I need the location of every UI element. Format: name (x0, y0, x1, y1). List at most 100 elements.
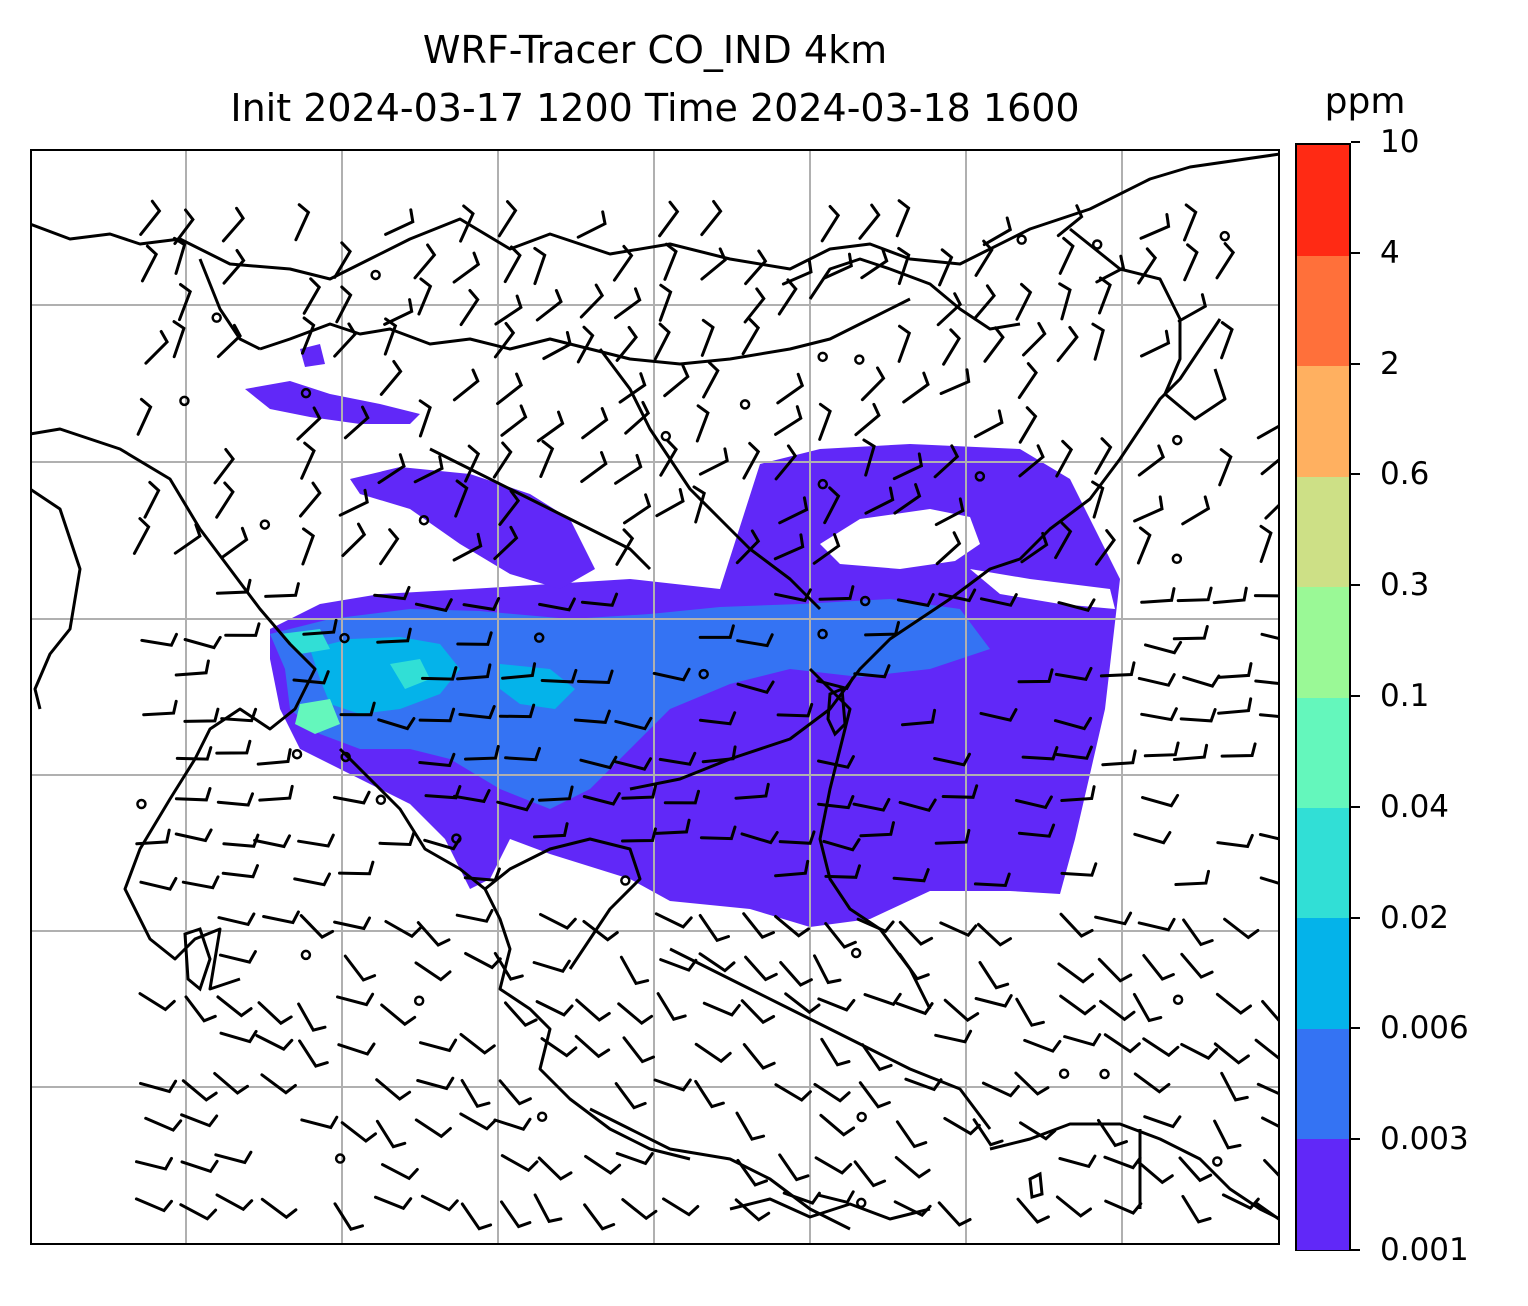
wind-barb (1215, 992, 1252, 1015)
wind-barb (501, 662, 537, 680)
calm-wind-marker (340, 751, 351, 763)
wind-barb (143, 480, 161, 519)
wind-barb (937, 1201, 972, 1227)
wind-barb (1263, 1159, 1280, 1179)
wind-barb (1136, 526, 1152, 565)
coastline (808, 257, 1021, 331)
wind-barb (1183, 203, 1198, 242)
wind-barb (816, 676, 855, 691)
wind-barb (454, 479, 469, 518)
island-outline (1028, 1171, 1044, 1199)
wind-barb (294, 203, 311, 242)
wind-barb (894, 1156, 931, 1179)
wind-barb (773, 533, 805, 561)
wind-barb (384, 920, 422, 939)
wind-barb (222, 833, 260, 848)
wind-barb (378, 831, 416, 847)
wind-barb (621, 1198, 658, 1221)
wind-barb (175, 746, 213, 761)
wind-barb (1016, 1197, 1050, 1224)
wind-barb (943, 1116, 981, 1136)
co-tracer-plume (245, 344, 1120, 927)
wind-barb (1020, 531, 1049, 564)
coastline (30, 152, 1280, 281)
wind-barb (701, 745, 737, 764)
calm-wind-marker (817, 351, 828, 363)
wind-barb (1091, 322, 1105, 361)
wind-barb (623, 493, 652, 525)
calm-wind-marker (300, 387, 312, 399)
wind-barb (741, 317, 761, 356)
calm-wind-marker (370, 269, 381, 281)
wind-barb (1213, 1042, 1250, 1065)
coastline (198, 258, 261, 351)
colorbar-tick-label: 4 (1380, 234, 1400, 271)
wind-barb (421, 666, 458, 681)
wind-barb (302, 277, 322, 315)
plume-gap (970, 569, 1115, 609)
wind-barb (460, 1202, 493, 1231)
map-panel (30, 149, 1280, 1245)
wind-barb (1221, 1193, 1260, 1210)
wind-barb (179, 1203, 218, 1221)
wind-barb (861, 1043, 893, 1072)
wind-barb (973, 872, 1011, 888)
wind-barb (464, 444, 481, 483)
wind-barb (1014, 795, 1053, 810)
wind-barb (818, 585, 855, 601)
coastline (729, 1197, 931, 1221)
wind-barb (1142, 1037, 1180, 1058)
wind-barb (181, 875, 220, 890)
wind-barb (456, 631, 493, 646)
wind-barb (213, 448, 235, 485)
wind-barb (973, 284, 996, 321)
wind-barb (862, 438, 876, 477)
colorbar-tick (1351, 473, 1360, 476)
wind-barb (863, 992, 902, 1007)
wind-barb (781, 258, 813, 286)
wind-barb (256, 748, 292, 766)
wind-barb (1017, 668, 1054, 684)
colorbar-tick (1351, 916, 1360, 919)
wind-barb (583, 1203, 616, 1231)
wind-barb (493, 321, 516, 359)
wind-barb (817, 795, 855, 810)
wind-barb (1015, 282, 1033, 321)
wind-barb (934, 828, 971, 845)
plume-region (245, 381, 420, 424)
wind-barb (1057, 962, 1094, 984)
wind-barb (418, 752, 456, 768)
calm-wind-marker (620, 875, 631, 886)
colorbar-tick-label: 0.3 (1380, 567, 1430, 604)
wind-barb (301, 527, 315, 566)
wind-barb (144, 1116, 183, 1132)
wind-barb (1217, 662, 1253, 679)
calm-wind-marker (859, 595, 871, 607)
calm-wind-marker (1016, 234, 1027, 245)
calm-wind-marker (1099, 1068, 1110, 1080)
wind-barb (1139, 213, 1171, 240)
wind-barb (340, 1121, 377, 1143)
wind-barb (413, 243, 437, 280)
wind-barb (744, 249, 768, 286)
wind-barb (216, 323, 242, 359)
wind-barb (700, 247, 727, 281)
map-title-line2: Init 2024-03-17 1200 Time 2024-03-18 160… (230, 86, 1080, 130)
colorbar-segment (1297, 586, 1349, 698)
wind-barb (379, 528, 400, 566)
wind-barb (663, 242, 678, 281)
calm-wind-marker (1212, 1156, 1223, 1167)
wind-barb (1177, 293, 1208, 323)
wind-barb (1254, 679, 1280, 686)
wind-barb (698, 711, 737, 726)
wind-barb (302, 618, 338, 636)
wind-barb (580, 592, 619, 607)
wind-barb (1137, 917, 1176, 932)
wind-barb (494, 294, 523, 326)
map-gridlines (30, 149, 1280, 1245)
wind-barb (1018, 444, 1045, 478)
wind-barb (662, 1197, 700, 1217)
colorbar-tick (1351, 251, 1360, 254)
wind-barb (1218, 448, 1233, 487)
wind-barb (493, 525, 519, 561)
